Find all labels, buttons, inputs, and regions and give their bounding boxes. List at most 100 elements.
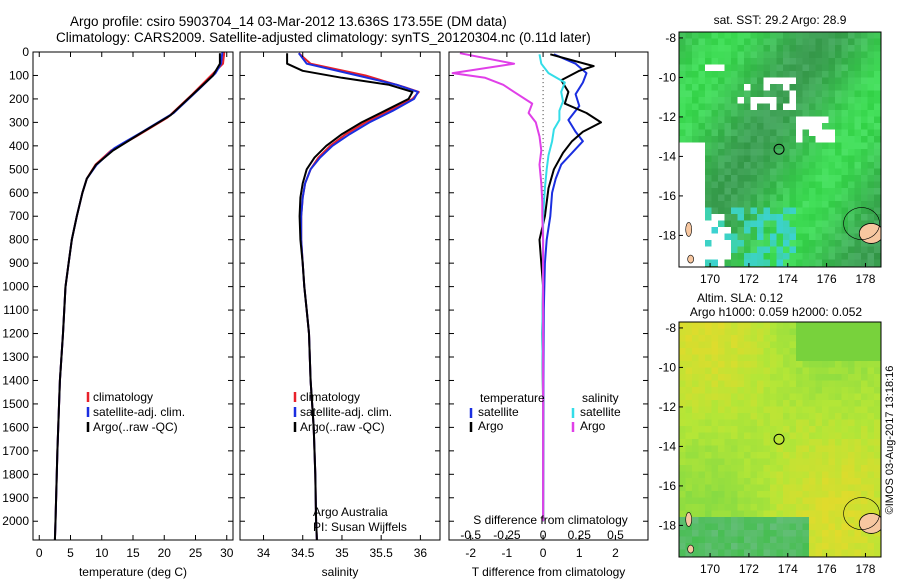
map-cell (802, 64, 810, 72)
map-cell (685, 168, 693, 176)
map-cell (815, 253, 823, 260)
map-cell (737, 175, 745, 182)
map-cell (711, 471, 719, 479)
map-cell (874, 439, 881, 446)
map-cell (880, 523, 881, 531)
map-cell (757, 116, 764, 124)
map-cell (789, 393, 797, 401)
map-cell (854, 168, 862, 176)
map-cell (835, 471, 842, 479)
map-cell (809, 149, 816, 156)
map-cell (698, 432, 706, 440)
map-cell (757, 45, 764, 52)
map-cell (802, 259, 810, 267)
map-cell (770, 523, 777, 531)
map-cell (731, 71, 738, 78)
map-cell (822, 227, 829, 234)
map-cell (867, 458, 875, 466)
map-cell (880, 543, 881, 550)
map-cell (757, 543, 764, 550)
map-cell (809, 194, 816, 202)
map-cell (828, 116, 836, 124)
map-cell (750, 162, 758, 169)
map-cell (679, 64, 686, 72)
map-cell (679, 341, 686, 349)
map-cell (835, 504, 842, 511)
map-cell (724, 406, 732, 414)
map-cell (724, 84, 732, 91)
map-cell (874, 123, 881, 130)
map-cell (744, 536, 751, 544)
map-cell (789, 51, 797, 59)
map-cell (776, 162, 784, 169)
map-cell (783, 393, 790, 401)
map-cell (698, 452, 706, 459)
map-cell (789, 536, 797, 544)
map-cell (705, 361, 712, 368)
map-cell (744, 419, 751, 427)
map-cell (705, 374, 712, 381)
map-cell (718, 207, 725, 215)
map-cell (848, 374, 855, 381)
map-cell (757, 348, 764, 355)
map-cell (744, 38, 751, 46)
map-cell (763, 84, 771, 91)
map-cell (718, 168, 725, 176)
map-cell (809, 188, 816, 195)
map-cell (841, 400, 849, 407)
map-cell (718, 84, 725, 91)
map-cell (692, 491, 699, 498)
map-cell (763, 214, 771, 221)
map-cell (874, 354, 881, 362)
map-cell (861, 214, 868, 221)
map-cell (822, 188, 829, 195)
map-cell (848, 439, 855, 446)
map-cell (750, 116, 758, 124)
map-cell (867, 194, 875, 202)
map-cell (841, 530, 849, 537)
map-cell (679, 84, 686, 91)
map-cell (867, 129, 875, 137)
map-cell (835, 413, 842, 420)
map-cell (822, 549, 829, 557)
map-cell (744, 406, 751, 414)
map-cell (867, 58, 875, 65)
map-cell (835, 58, 842, 65)
map-cell (770, 484, 777, 492)
map-cell (867, 201, 875, 208)
map-cell (705, 393, 712, 401)
map-cell (828, 227, 836, 234)
map-cell (835, 90, 842, 98)
map-cell (724, 400, 732, 407)
map-cell (705, 432, 712, 440)
map-cell (763, 432, 771, 440)
map-cell (835, 84, 842, 91)
panel-sst_map: 170 172 174 176 178-8-10-12-14-16-18 (659, 31, 882, 286)
map-cell (698, 426, 706, 433)
map-cell (802, 97, 810, 104)
map-cell (789, 432, 797, 440)
y-tick-label: 1100 (3, 303, 29, 317)
map-cell (783, 155, 790, 163)
map-cell (763, 465, 771, 472)
map-cell (861, 504, 868, 511)
map-cell (861, 181, 868, 189)
map-cell (861, 103, 868, 111)
map-cell (835, 445, 842, 453)
map-cell (718, 497, 725, 505)
map-cell (796, 504, 803, 511)
map-cell (705, 155, 712, 163)
map-cell (815, 142, 823, 150)
map-cell (822, 45, 829, 52)
map-cell (815, 432, 823, 440)
map-cell (763, 471, 771, 479)
map-cell (867, 246, 875, 254)
map-cell (880, 77, 881, 85)
map-cell (698, 240, 706, 247)
map-cell (724, 246, 732, 254)
map-cell (737, 432, 745, 440)
map-cell (750, 536, 758, 544)
map-cell (692, 149, 699, 156)
map-cell (763, 194, 771, 202)
map-cell (848, 354, 855, 362)
